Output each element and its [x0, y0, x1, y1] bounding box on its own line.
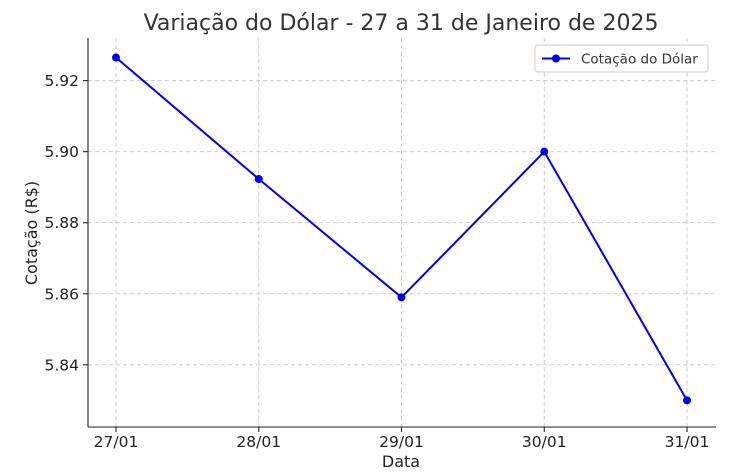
x-axis-label: Data — [382, 452, 420, 471]
y-axis-ticks: 5.84 5.86 5.88 5.90 5.92 — [44, 72, 88, 374]
legend-box — [534, 44, 709, 73]
grid-lines — [88, 38, 716, 427]
x-axis-ticks: 27/01 28/01 29/01 30/01 31/01 — [94, 427, 710, 451]
data-point — [540, 147, 549, 156]
x-tick-label: 31/01 — [665, 433, 710, 451]
legend: Cotação do Dólar — [534, 44, 709, 73]
y-tick-label: 5.84 — [44, 356, 79, 374]
legend-marker-swatch — [552, 54, 560, 63]
y-tick-label: 5.86 — [44, 285, 79, 303]
chart-title: Variação do Dólar - 27 a 31 de Janeiro d… — [144, 11, 659, 36]
x-tick-label: 30/01 — [522, 433, 567, 451]
x-tick-label: 28/01 — [236, 433, 281, 451]
y-tick-label: 5.88 — [44, 214, 79, 232]
y-axis-label: Cotação (R$) — [22, 181, 41, 285]
data-point — [112, 53, 120, 62]
legend-entry-label: Cotação do Dólar — [581, 52, 698, 68]
axes — [87, 38, 716, 428]
data-point — [397, 293, 406, 302]
x-tick-label: 27/01 — [94, 433, 139, 451]
x-tick-label: 29/01 — [379, 433, 424, 451]
data-point — [683, 396, 691, 405]
y-tick-label: 5.90 — [44, 143, 79, 161]
data-point — [254, 175, 263, 184]
series-layer — [112, 53, 691, 405]
y-tick-label: 5.92 — [44, 72, 79, 90]
